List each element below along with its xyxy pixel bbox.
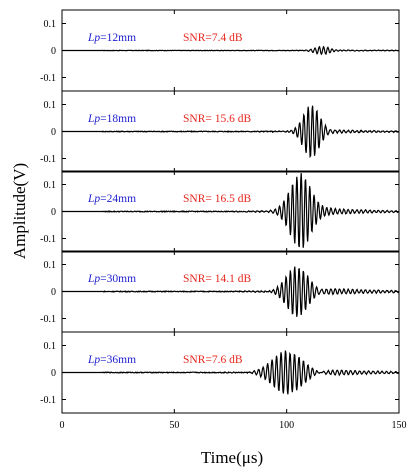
panel-4: 0.1 0 -0.1 Lp=30mm SNR= 14.1 dB (40, 250, 400, 333)
y-tick-label: -0.1 (40, 154, 56, 165)
snr-annotation: SNR= 15.6 dB (183, 113, 251, 125)
panel-2: 0.1 0 -0.1 Lp=18mm SNR= 15.6 dB (40, 90, 400, 173)
lp-annotation: Lp=30mm (87, 273, 136, 285)
lp-value: =12mm (100, 32, 136, 44)
panels: 0.10-0.1Lp=12mm SNR=7.4 dB0.10-0.1Lp=18mm… (40, 9, 407, 431)
y-tick-label: 0 (51, 127, 56, 138)
lp-annotation: Lp=36mm (87, 354, 136, 366)
lp-value: =36mm (100, 354, 136, 366)
y-tick-label: 0.1 (44, 341, 57, 352)
y-tick-label: 0.1 (44, 180, 57, 191)
panel-1: 0.1 0 -0.1 Lp=12mm SNR=7.4 dB (40, 9, 400, 92)
lp-symbol: Lp (87, 193, 100, 205)
x-tick-label: 50 (169, 420, 179, 431)
y-tick-label: 0.1 (44, 260, 57, 271)
x-tick-label: 0 (60, 420, 65, 431)
y-tick-label: 0 (51, 287, 56, 298)
signal-trace (62, 173, 399, 248)
panel-3: 0.1 0 -0.1 Lp=24mm SNR= 16.5 dB (40, 170, 400, 253)
y-tick-label: 0.1 (44, 100, 57, 111)
y-tick-label: 0 (51, 207, 56, 218)
lp-value: =24mm (100, 193, 136, 205)
x-tick-label: 150 (392, 420, 407, 431)
y-tick-label: 0.1 (44, 19, 57, 30)
lp-symbol: Lp (87, 32, 100, 44)
y-tick-label: -0.1 (40, 234, 56, 245)
y-axis-label: Amplitude(V) (10, 163, 29, 259)
panel-5: 0.1 0 -0.1 0 50 100 150 Lp=36mm SNR=7.6 dB (40, 331, 407, 431)
y-tick-label: 0 (51, 368, 56, 379)
lp-value: =30mm (100, 273, 136, 285)
snr-annotation: SNR= 14.1 dB (183, 273, 251, 285)
lp-annotation: Lp=18mm (87, 113, 136, 125)
lp-annotation: Lp=24mm (87, 193, 136, 205)
lp-annotation: Lp=12mm (87, 32, 136, 44)
y-tick-label: -0.1 (40, 73, 56, 84)
snr-annotation: SNR=7.4 dB (183, 32, 243, 44)
signal-trace (62, 105, 399, 159)
lp-symbol: Lp (87, 354, 100, 366)
signal-trace (62, 350, 399, 395)
snr-annotation: SNR=7.6 dB (183, 354, 243, 366)
signal-trace (62, 266, 400, 317)
x-axis-label: Time(μs) (201, 448, 263, 467)
snr-annotation: SNR= 16.5 dB (183, 193, 251, 205)
y-tick-label: -0.1 (40, 395, 56, 406)
y-tick-label: 0 (51, 46, 56, 57)
signal-trace (62, 45, 399, 56)
lp-symbol: Lp (87, 113, 100, 125)
x-tick-label: 100 (279, 420, 294, 431)
lp-symbol: Lp (87, 273, 100, 285)
lp-value: =18mm (100, 113, 136, 125)
y-tick-label: -0.1 (40, 314, 56, 325)
